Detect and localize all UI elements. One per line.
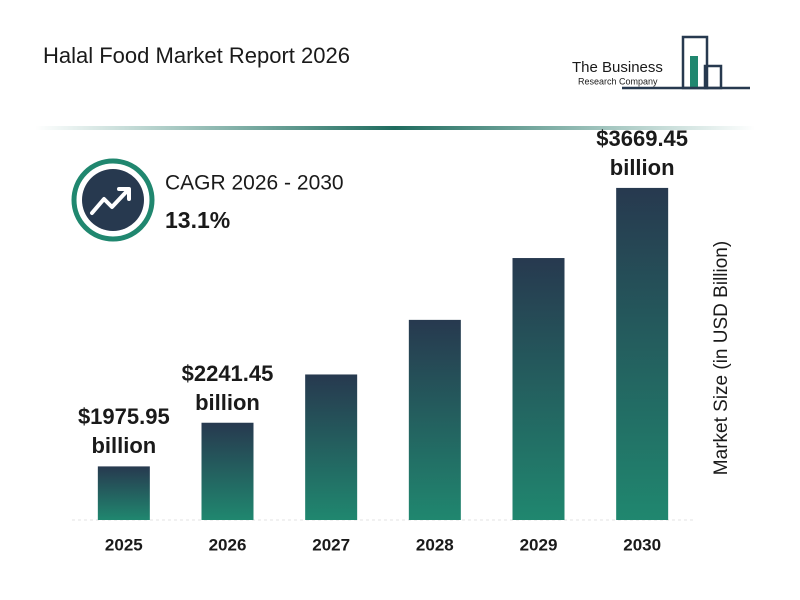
value-label: $1975.95 billion xyxy=(77,404,170,459)
y-axis-label: Market Size (in USD Billion) xyxy=(711,241,732,475)
value-label: $3669.45 billion xyxy=(596,125,689,180)
x-tick-label: 2030 xyxy=(623,535,661,554)
x-tick-label: 2026 xyxy=(209,535,247,554)
value-label: $2241.45 billion xyxy=(181,360,274,415)
bar xyxy=(305,374,358,520)
logo-text: The Business xyxy=(572,59,663,76)
bar xyxy=(408,319,461,520)
cagr-value: 13.1% xyxy=(165,207,230,233)
bar xyxy=(97,466,150,520)
bar xyxy=(201,422,254,520)
x-tick-label: 2025 xyxy=(105,535,143,554)
bar xyxy=(616,187,669,521)
divider xyxy=(35,126,755,130)
x-tick-label: 2028 xyxy=(416,535,454,554)
page-title: Halal Food Market Report 2026 xyxy=(43,43,350,68)
cagr-badge xyxy=(71,158,155,242)
bar xyxy=(512,258,565,520)
cagr-label: CAGR 2026 - 2030 xyxy=(165,172,344,195)
x-tick-label: 2027 xyxy=(312,535,350,554)
x-tick-label: 2029 xyxy=(520,535,558,554)
logo: The Business Research Company xyxy=(572,35,750,90)
logo-subtext: Research Company xyxy=(578,76,658,86)
